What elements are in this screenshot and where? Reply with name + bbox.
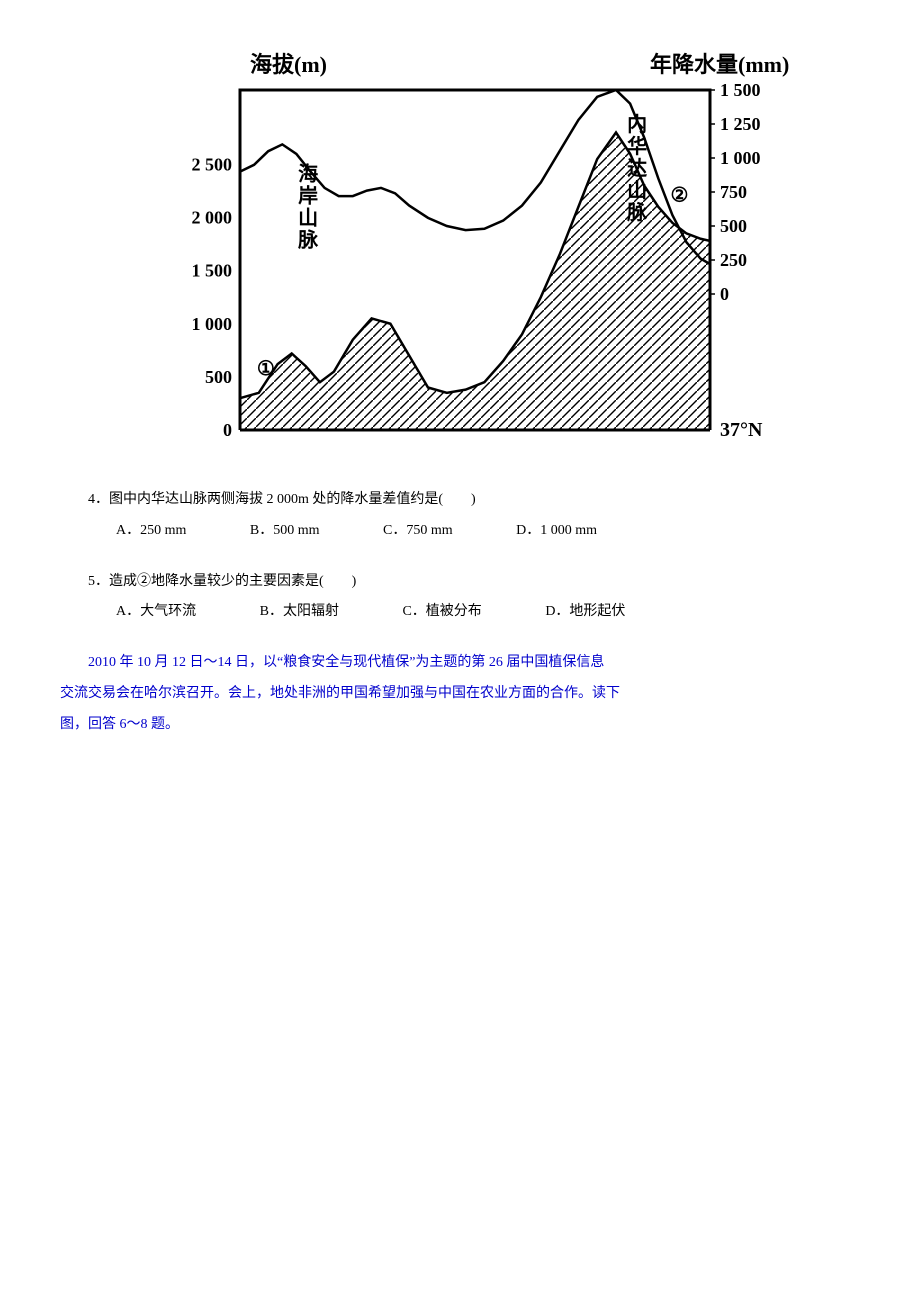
svg-text:1 500: 1 500 (720, 80, 761, 100)
intro-line2: 交流交易会在哈尔滨召开。会上，地处非洲的甲国希望加强与中国在农业方面的合作。读下 (60, 679, 860, 710)
svg-text:0: 0 (223, 420, 232, 440)
q4-opt-b: B．500 mm (222, 516, 320, 547)
svg-text:①: ① (257, 358, 275, 380)
svg-text:2 000: 2 000 (192, 208, 233, 228)
svg-text:500: 500 (720, 216, 747, 236)
svg-text:年降水量(mm): 年降水量(mm) (650, 52, 789, 77)
intro-line1: 2010 年 10 月 12 日～14 日，以“粮食安全与现代植保”为主题的第 … (60, 648, 860, 679)
svg-text:山: 山 (627, 179, 647, 202)
svg-text:2 500: 2 500 (192, 154, 233, 174)
q4-opt-a: A．250 mm (88, 516, 186, 547)
q5-stem: 5．造成②地降水量较少的主要因素是( ) (60, 567, 860, 598)
q5-opt-c: C．植被分布 (374, 597, 481, 628)
q4-opt-c: C．750 mm (355, 516, 453, 547)
intro-6-8: 2010 年 10 月 12 日～14 日，以“粮食安全与现代植保”为主题的第 … (60, 648, 860, 740)
intro-line3: 图，回答 6～8 题。 (60, 710, 860, 741)
svg-text:0: 0 (720, 284, 729, 304)
svg-text:脉: 脉 (297, 227, 319, 251)
svg-text:1 000: 1 000 (192, 314, 233, 334)
svg-text:山: 山 (298, 206, 318, 229)
svg-text:37°N: 37°N (720, 419, 763, 441)
q4-options: A．250 mm B．500 mm C．750 mm D．1 000 mm (60, 516, 860, 547)
svg-text:达: 达 (627, 157, 647, 180)
q4-stem: 4．图中内华达山脉两侧海拔 2 000m 处的降水量差值约是( ) (60, 485, 860, 516)
svg-text:1 500: 1 500 (192, 261, 233, 281)
svg-text:脉: 脉 (626, 200, 648, 224)
q5-opt-a: A．大气环流 (88, 597, 196, 628)
svg-text:海: 海 (298, 161, 318, 185)
svg-text:海拔(m): 海拔(m) (250, 52, 327, 77)
q5-opt-b: B．太阳辐射 (232, 597, 339, 628)
svg-text:内: 内 (627, 112, 647, 136)
chart-container: 海拔(m) 年降水量(mm) 2 500 2 000 1 500 1 000 500 0 1 5… (130, 40, 790, 465)
elevation-precip-chart: 海拔(m) 年降水量(mm) 2 500 2 000 1 500 1 000 500 0 1 5… (130, 40, 830, 460)
svg-text:②: ② (670, 185, 688, 207)
svg-text:250: 250 (720, 250, 747, 270)
svg-text:1 000: 1 000 (720, 148, 761, 168)
q5-options: A．大气环流 B．太阳辐射 C．植被分布 D．地形起伏 (60, 597, 860, 628)
svg-text:1 250: 1 250 (720, 114, 761, 134)
svg-text:500: 500 (205, 367, 232, 387)
question-5: 5．造成②地降水量较少的主要因素是( ) A．大气环流 B．太阳辐射 C．植被分… (60, 567, 860, 629)
svg-text:岸: 岸 (298, 183, 318, 207)
svg-text:华: 华 (627, 134, 647, 158)
question-4: 4．图中内华达山脉两侧海拔 2 000m 处的降水量差值约是( ) A．250 … (60, 485, 860, 547)
svg-text:750: 750 (720, 182, 747, 202)
q5-opt-d: D．地形起伏 (517, 597, 625, 628)
q4-opt-d: D．1 000 mm (488, 516, 597, 547)
